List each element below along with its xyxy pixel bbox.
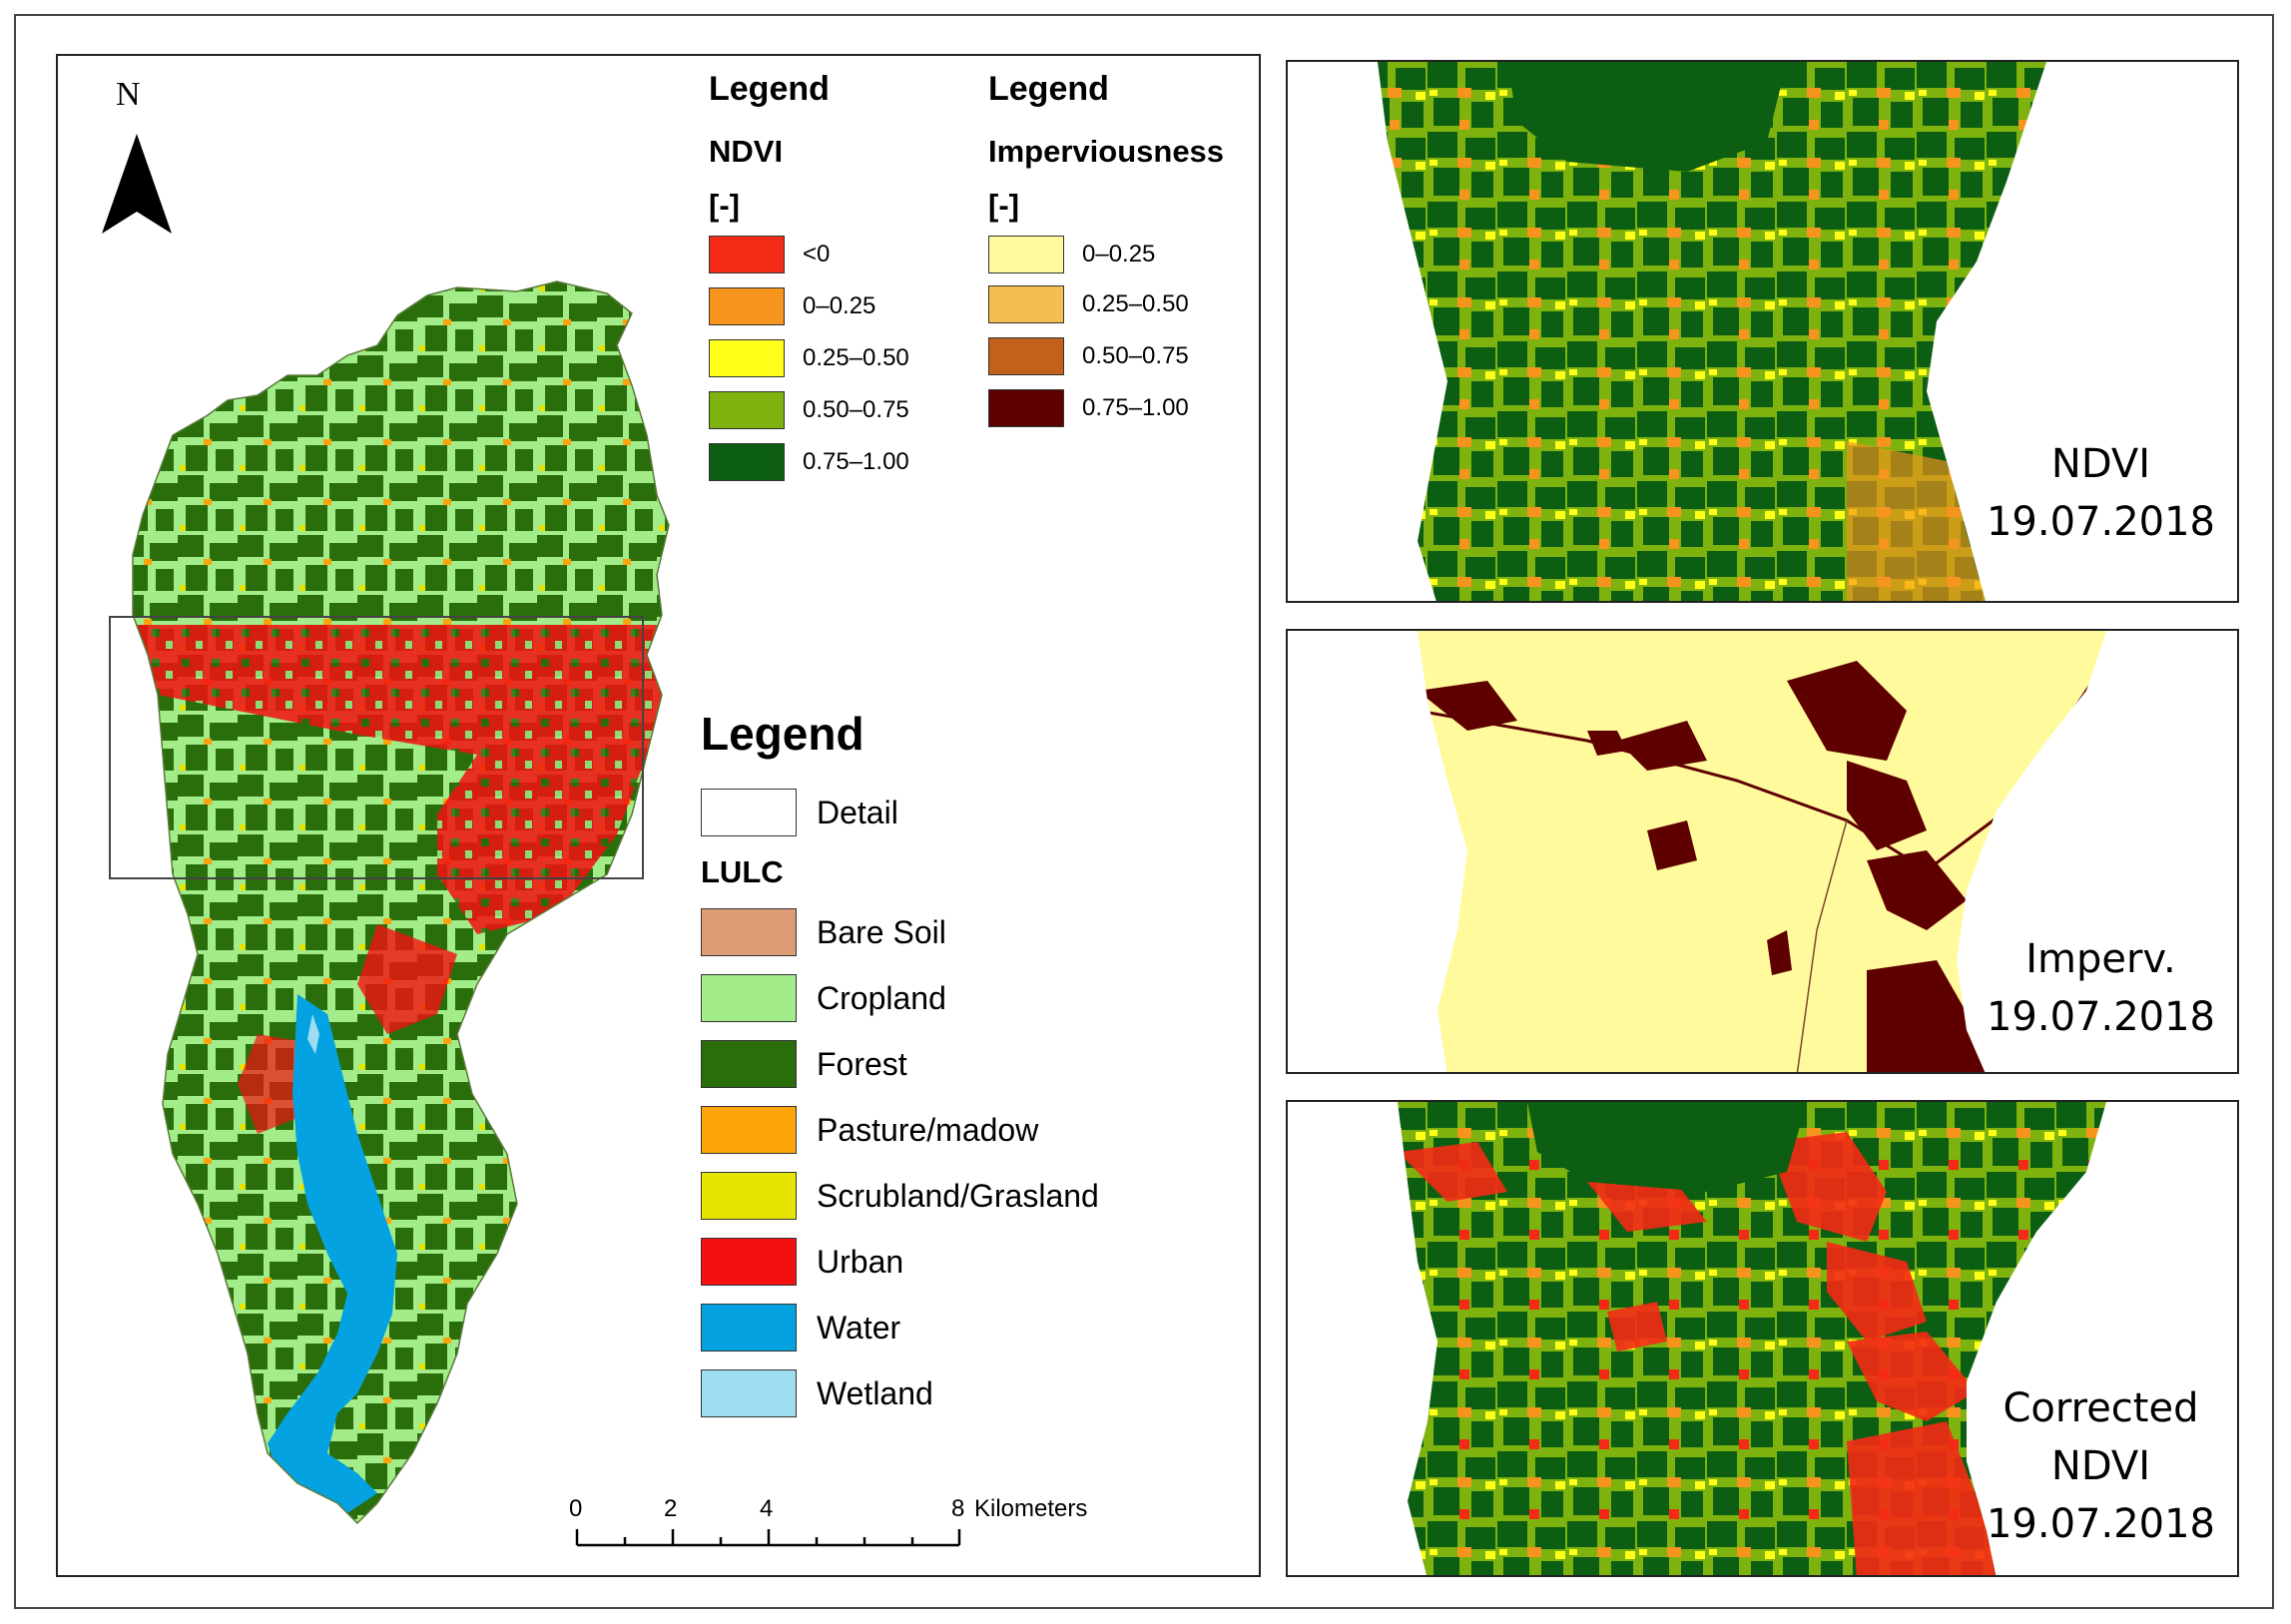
scale-tick-label: 8 (951, 1495, 965, 1522)
lulc-swatch (701, 1238, 797, 1286)
lulc-label: Cropland (817, 979, 946, 1016)
lulc-label: Forest (817, 1045, 907, 1082)
catchment-map (109, 280, 961, 1547)
figure-frame (14, 14, 2274, 1609)
panel-label-date: 19.07.2018 (1986, 1501, 2215, 1547)
lulc-legend-item: Bare Soil (701, 908, 946, 956)
ndvi-legend-item: 0.25–0.50 (709, 339, 909, 377)
lulc-swatch (701, 974, 797, 1022)
imperv-legend-title: Legend (988, 70, 1109, 108)
detail-extent-box (109, 616, 644, 879)
ndvi-swatch (709, 236, 785, 273)
imperv-label: 0.50–0.75 (1082, 342, 1189, 369)
imperv-legend-item: 0.75–1.00 (988, 389, 1189, 427)
lulc-section-title: LULC (701, 854, 784, 889)
imperv-legend-item: 0.50–0.75 (988, 337, 1189, 375)
lulc-label: Water (817, 1309, 901, 1346)
ndvi-swatch (709, 391, 785, 429)
ndvi-swatch (709, 339, 785, 377)
panel-label-line: NDVI (2050, 441, 2151, 487)
lulc-legend-item: Wetland (701, 1369, 933, 1417)
imperv-panel-label: Imperv. 19.07.2018 (1987, 930, 2215, 1046)
imperv-legend-item: 0–0.25 (988, 236, 1155, 273)
ndvi-label: <0 (803, 241, 831, 268)
ndvi-swatch (709, 443, 785, 481)
ndvi-label: 0.75–1.00 (803, 448, 909, 475)
lulc-swatch (701, 1172, 797, 1220)
ndvi-label: 0.25–0.50 (803, 344, 909, 371)
lulc-legend-item: Scrubland/Grasland (701, 1172, 1099, 1220)
imperv-swatch (988, 236, 1064, 273)
lulc-label: Wetland (817, 1374, 933, 1411)
ndvi-legend-title: Legend (709, 70, 830, 108)
lulc-legend-item: Pasture/madow (701, 1106, 1038, 1154)
corrected-ndvi-detail-map (1398, 1102, 2106, 1575)
lulc-legend-item: Cropland (701, 974, 946, 1022)
panel-label-line: Imperv. (2025, 936, 2176, 982)
ndvi-legend-unit: [-] (709, 188, 740, 223)
ndvi-label: 0.50–0.75 (803, 396, 909, 423)
ndvi-detail-panel: NDVI 19.07.2018 (1286, 60, 2239, 603)
ndvi-swatch (709, 287, 785, 325)
imperv-swatch (988, 337, 1064, 375)
imperv-detail-panel: Imperv. 19.07.2018 (1286, 629, 2239, 1074)
scale-tick-label: 0 (569, 1495, 583, 1522)
imperv-label: 0.25–0.50 (1082, 290, 1189, 317)
panel-label-date: 19.07.2018 (1986, 499, 2215, 545)
ndvi-legend-item: 0.75–1.00 (709, 443, 909, 481)
lulc-swatch (701, 1369, 797, 1417)
north-letter: N (116, 76, 141, 113)
imperv-legend-variable: Imperviousness (988, 134, 1225, 169)
ndvi-legend-item: 0–0.25 (709, 287, 875, 325)
ndvi-legend-variable: NDVI (709, 134, 784, 169)
lulc-legend-item: Forest (701, 1040, 907, 1088)
imperv-swatch (988, 285, 1064, 323)
scale-tick-label: 2 (664, 1495, 678, 1522)
lulc-label: Urban (817, 1243, 904, 1280)
north-arrow-icon (102, 134, 172, 234)
lulc-swatch (701, 1106, 797, 1154)
ndvi-panel-label: NDVI 19.07.2018 (1987, 435, 2215, 551)
imperv-swatch (988, 389, 1064, 427)
lulc-legend-item: Water (701, 1304, 900, 1352)
ndvi-legend-item: <0 (709, 236, 830, 273)
corrected-ndvi-panel-label: Corrected NDVI 19.07.2018 (1987, 1379, 2215, 1553)
ndvi-detail-map (1378, 62, 2046, 601)
panel-label-line: Corrected (2003, 1385, 2199, 1431)
panel-label-date: 19.07.2018 (1986, 994, 2215, 1040)
lulc-label: Pasture/madow (817, 1111, 1039, 1148)
imperv-label: 0–0.25 (1082, 241, 1156, 268)
detail-swatch (701, 789, 797, 836)
lulc-legend-title: Legend (701, 708, 864, 760)
imperv-legend-unit: [-] (988, 188, 1019, 223)
scale-unit-label: Kilometers (974, 1495, 1088, 1522)
imperv-legend-item: 0.25–0.50 (988, 285, 1189, 323)
lulc-label: Scrubland/Grasland (817, 1177, 1099, 1214)
scale-tick-label: 4 (760, 1495, 774, 1522)
lulc-label: Bare Soil (817, 913, 946, 950)
detail-legend-item: Detail (701, 789, 898, 836)
ndvi-label: 0–0.25 (803, 292, 876, 319)
imperv-label: 0.75–1.00 (1082, 394, 1189, 421)
imperv-detail-map (1418, 631, 2106, 1072)
panel-label-line: NDVI (2050, 1443, 2151, 1489)
ndvi-legend-item: 0.50–0.75 (709, 391, 909, 429)
lulc-swatch (701, 1304, 797, 1352)
lulc-swatch (701, 1040, 797, 1088)
lulc-legend-item: Urban (701, 1238, 903, 1286)
lulc-swatch (701, 908, 797, 956)
main-map-panel: N Legend NDVI [-] <0 0–0.25 0.25–0.50 0.… (56, 54, 1261, 1577)
scale-bar (575, 1529, 961, 1547)
detail-label: Detail (817, 794, 898, 830)
corrected-ndvi-detail-panel: Corrected NDVI 19.07.2018 (1286, 1100, 2239, 1577)
